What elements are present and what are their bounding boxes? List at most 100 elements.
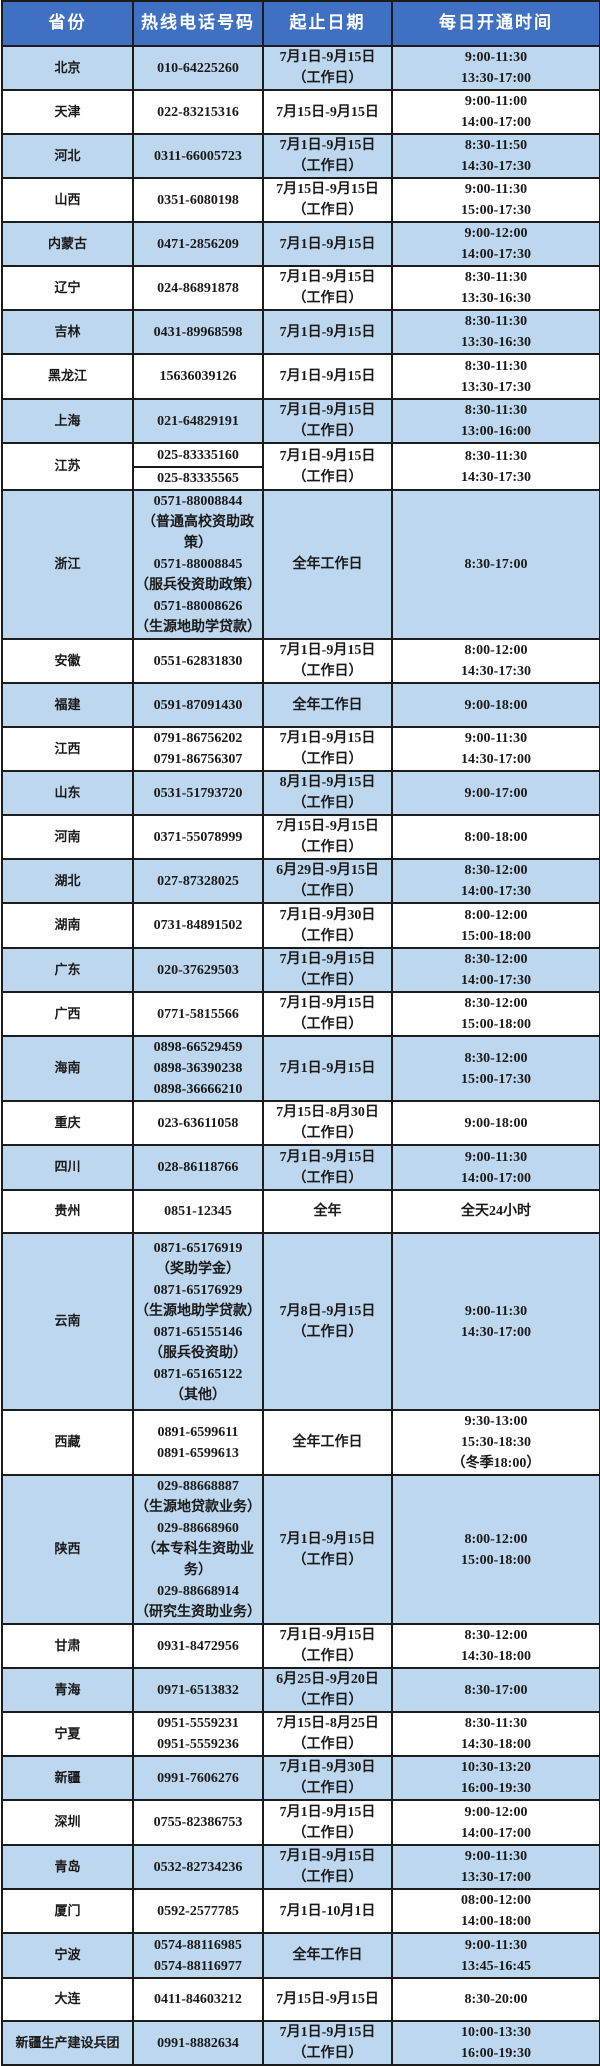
hours-line: 8:30-12:00 (464, 1628, 528, 1643)
date-line: 7月1日-9月15日 (279, 1149, 376, 1165)
date-line: 7月1日-9月15日 (279, 403, 376, 418)
hours-line: 9:00-12:00 (464, 1804, 528, 1820)
table-row: 陕西 029-88668887 （生源地贷款业务） 029-88668960 （本专科生… (1, 1474, 600, 1625)
phone-cell: 0311-66005723 (132, 133, 264, 179)
phone-line: 027-87328025 (157, 873, 239, 889)
header-dates: 起止日期 (262, 0, 393, 47)
province-cell: 青海 (1, 1667, 134, 1713)
header-hours: 每日开通时间 (391, 0, 600, 47)
hours-line: 8:30-11:30 (464, 448, 528, 464)
hours-cell: 8:30-17:00 (391, 489, 600, 640)
date-line: 7月1日-9月15日 (279, 643, 376, 658)
phone-cell: 0471-2856209 (132, 221, 264, 267)
date-line: 7月1日-9月15日 (279, 236, 376, 252)
hours-line: 8:30-17:00 (464, 1682, 528, 1698)
phone-line: （奖助学金） (156, 1261, 240, 1277)
dates-cell: 7月1日-9月15日 （工作日） (262, 991, 393, 1037)
table-row: 福建 0591-87091430 全年工作日 9:00-18:00 (1, 682, 600, 728)
province-cell: 山东 (1, 770, 134, 816)
date-line: （工作日） (292, 1781, 363, 1796)
date-line: （工作日） (292, 1693, 363, 1708)
hours-line: 9:00-18:00 (464, 697, 528, 713)
dates-cell: 7月15日-9月15日 （工作日） (262, 814, 393, 860)
hours-line: 14:00-17:00 (461, 115, 531, 130)
hours-cell: 8:00-12:00 14:30-17:30 (391, 638, 600, 684)
phone-line: 0371-55078999 (153, 829, 243, 845)
date-line: 7月1日-9月15日 (279, 1849, 376, 1864)
phone-line: 0871-65176919 (153, 1240, 243, 1256)
table-row: 厦门 0592-2577785 7月1日-10月1日 08:00-12:00 14:00… (1, 1888, 600, 1934)
hours-line: 8:00-18:00 (464, 829, 528, 845)
table-row: 安徽 0551-62831830 7月1日-9月15日 （工作日） 8:00-12:00… (1, 638, 600, 684)
hours-line: 9:00-11:30 (464, 1849, 528, 1864)
dates-cell: 7月1日-9月15日 （工作日） (262, 1844, 393, 1890)
table-row: 青海 0971-6513832 6月25日-9月20日 （工作日） 8:30-17:00 (1, 1667, 600, 1713)
phone-line: 0971-6513832 (157, 1682, 239, 1698)
dates-cell: 7月1日-9月15日 (262, 353, 393, 400)
table-row: 黑龙江 15636039126 7月1日-9月15日 8:30-11:30 13:30-… (1, 353, 600, 400)
table-row: 湖南 0731-84891502 7月1日-9月30日 （工作日） 8:00-12:00… (1, 902, 600, 949)
date-line: 全年工作日 (292, 1435, 363, 1450)
phone-cell: 0991-8882634 (132, 2020, 264, 2066)
date-line: 7月1日-9月30日 (279, 1760, 376, 1775)
date-line: 6月25日-9月20日 (276, 1672, 379, 1687)
date-line: 全年工作日 (292, 557, 363, 572)
date-line: 6月29日-9月15日 (276, 863, 379, 878)
phone-cell: 0871-65176919 （奖助学金） 0871-65176929 （生源地助学贷款… (132, 1232, 264, 1411)
table-row: 辽宁 024-86891878 7月1日-9月15日 （工作日） 8:30-11:30 1… (1, 265, 600, 311)
phone-cell: 0755-82386753 (132, 1799, 264, 1846)
table-row: 山东 0531-51793720 8月1日-9月15日 （工作日） 9:00-17:00 (1, 770, 600, 816)
date-line: （工作日） (292, 203, 363, 218)
hours-cell: 10:30-13:20 16:00-19:30 (391, 1755, 600, 1801)
table-row: 四川 028-86118766 7月1日-9月15日 （工作日） 9:00-11:30 1… (1, 1144, 600, 1191)
hours-cell: 8:00-18:00 (391, 814, 600, 860)
phone-line: 0571-88008626 (153, 599, 243, 614)
province-cell: 天津 (1, 89, 134, 135)
phone-cell: 0571-88008844 （普通高校资助政策） 0571-88008845 （服兵役… (132, 489, 264, 640)
date-line: 7月15日-8月30日 (276, 1105, 379, 1120)
phone-cell: 0731-84891502 (132, 902, 264, 949)
province-cell: 西藏 (1, 1409, 134, 1476)
hours-line: 10:30-13:20 (461, 1760, 531, 1775)
phone-cell: 021-64829191 (132, 398, 264, 444)
phone-line: （服兵役资助政策） (135, 578, 261, 593)
phone-cell: 024-86891878 (132, 265, 264, 311)
hours-line: 14:30-17:30 (461, 159, 531, 174)
date-line: 7月1日-9月15日 (279, 369, 376, 384)
phone-cell: 0411-84603212 (132, 1977, 264, 2022)
date-line: 7月1日-9月30日 (279, 907, 376, 923)
dates-cell: 全年工作日 (262, 1932, 393, 1979)
province-cell: 上海 (1, 398, 134, 444)
dates-cell: 8月1日-9月15日 （工作日） (262, 770, 393, 816)
hours-cell: 9:00-12:00 14:00-17:30 (391, 221, 600, 267)
hours-cell: 8:30-20:00 (391, 1977, 600, 2022)
date-line: （工作日） (292, 664, 363, 679)
date-line: 8月1日-9月15日 (279, 775, 376, 790)
table-row: 贵州 0851-12345 全年 全天24小时 (1, 1189, 600, 1234)
date-line: 全年工作日 (292, 697, 363, 713)
date-line: 7月15日-9月15日 (276, 182, 379, 197)
hours-cell: 9:00-11:30 14:30-17:00 (391, 1232, 600, 1411)
phone-cell: 028-86118766 (132, 1144, 264, 1191)
dates-cell: 全年工作日 (262, 1409, 393, 1476)
hours-line: 14:00-17:30 (461, 247, 531, 262)
phone-cell: 0991-7606276 (132, 1755, 264, 1801)
phone-cell: 0898-66529459 0898-36390238 0898-36666210 (132, 1035, 264, 1102)
phone-line: 029-88668914 (157, 1584, 239, 1599)
date-line: （工作日） (292, 1017, 363, 1032)
province-cell: 厦门 (1, 1888, 134, 1934)
hours-line: 13:30-17:00 (461, 71, 531, 86)
header-phone: 热线电话号码 (132, 0, 264, 47)
hours-cell: 8:30-11:30 13:30-17:30 (391, 353, 600, 400)
dates-cell: 全年工作日 (262, 489, 393, 640)
province-cell: 河南 (1, 814, 134, 860)
hours-line: 14:00-17:30 (461, 973, 531, 988)
date-line: 7月15日-9月15日 (276, 819, 379, 834)
hours-line: 8:00-12:00 (464, 907, 528, 923)
dates-cell: 全年 (262, 1189, 393, 1234)
dates-cell: 7月1日-9月15日 (262, 1035, 393, 1102)
hours-line: 9:00-11:30 (464, 731, 528, 746)
hours-line: 16:00-19:30 (461, 1781, 531, 1796)
hours-line: 13:30-17:30 (461, 379, 531, 395)
dates-cell: 7月15日-8月30日 （工作日） (262, 1100, 393, 1146)
